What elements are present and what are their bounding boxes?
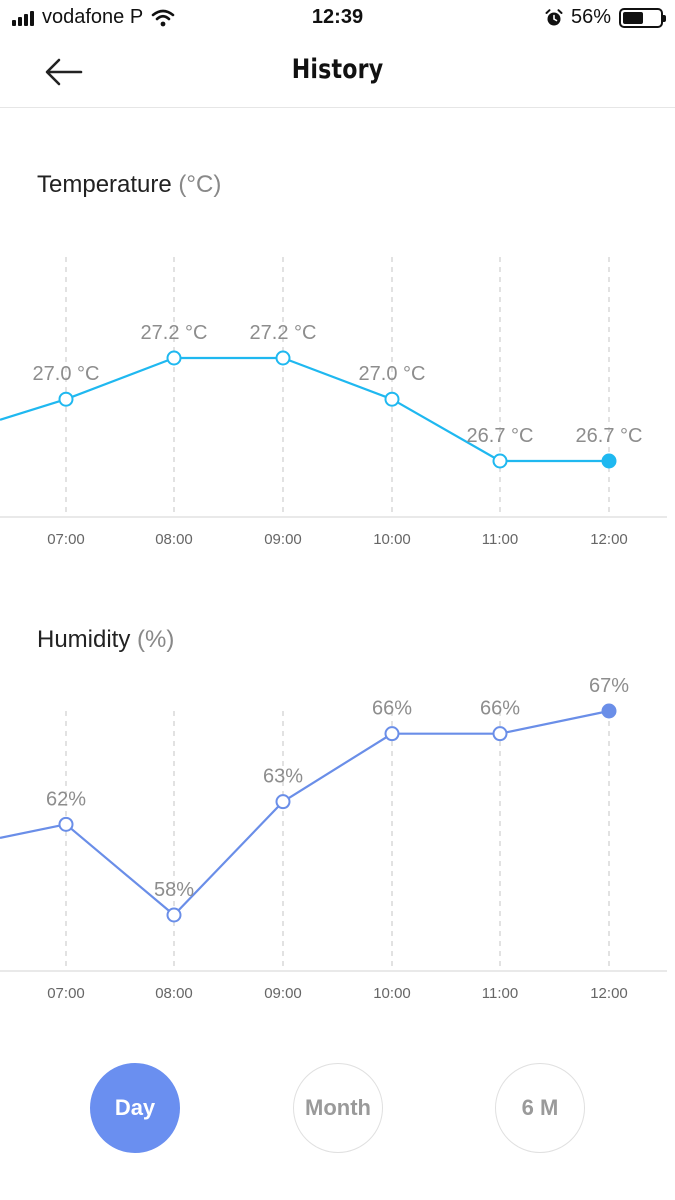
status-bar: vodafone P 12:39 56% (0, 0, 675, 40)
x-tick-label: 10:00 (373, 985, 411, 1002)
temperature-chart: 27.0 °C 07:00 27.2 °C 08:00 27.2 °C 09:00 27.0… (0, 257, 667, 548)
data-label: 26.7 °C (467, 425, 534, 447)
data-label: 26.7 °C (576, 425, 643, 447)
temperature-unit: (°C) (178, 171, 222, 198)
status-right: 56% (545, 6, 666, 29)
x-tick-label: 09:00 (264, 985, 302, 1002)
x-tick-label: 11:00 (482, 985, 518, 1002)
data-point[interactable] (58, 391, 74, 407)
data-label: 27.2 °C (250, 322, 317, 344)
humidity-chart: 62% 07:00 58% 08:00 63% 09:00 66% 10:00 66% 11:00… (0, 675, 667, 1002)
x-tick-label: 07:00 (47, 985, 85, 1002)
x-tick-label: 08:00 (155, 531, 193, 548)
x-tick-label: 07:00 (47, 531, 85, 548)
data-point[interactable] (275, 350, 291, 366)
carrier-name: vodafone P (42, 6, 144, 28)
humidity-unit: (%) (137, 626, 175, 653)
x-tick-label: 11:00 (482, 531, 518, 548)
x-tick-label: 12:00 (590, 985, 628, 1002)
x-tick-label: 12:00 (590, 531, 628, 548)
nav-bar: History (0, 40, 675, 108)
battery-percent: 56% (570, 6, 611, 28)
data-point[interactable] (601, 703, 617, 719)
data-label: 66% (480, 698, 520, 720)
data-label: 67% (589, 675, 629, 697)
data-point[interactable] (275, 794, 291, 810)
data-label: 27.0 °C (359, 363, 426, 385)
humidity-label: Humidity (37, 626, 131, 653)
wifi-icon (151, 9, 175, 26)
humidity-title: Humidity (%) (37, 626, 174, 654)
data-point[interactable] (166, 907, 182, 923)
data-label: 27.0 °C (33, 363, 100, 385)
series-line (0, 709, 610, 917)
back-button[interactable] (40, 52, 88, 92)
range-6m-button[interactable]: 6 M (495, 1063, 585, 1153)
signal-icon (12, 10, 34, 26)
alarm-icon (545, 8, 563, 25)
range-day-button[interactable]: Day (90, 1063, 180, 1153)
x-tick-label: 08:00 (155, 985, 193, 1002)
data-point[interactable] (601, 453, 617, 469)
page-title: History (291, 54, 384, 85)
data-point[interactable] (492, 453, 508, 469)
range-selector: Day Month 6 M (0, 1063, 675, 1155)
status-left: vodafone P (12, 6, 175, 29)
data-label: 27.2 °C (141, 322, 208, 344)
data-label: 66% (372, 698, 412, 720)
range-month-button[interactable]: Month (293, 1063, 383, 1153)
status-time: 12:39 (311, 6, 364, 28)
data-point[interactable] (166, 350, 182, 366)
data-label: 58% (154, 879, 194, 901)
x-tick-label: 09:00 (264, 531, 302, 548)
data-point[interactable] (58, 816, 74, 832)
x-tick-label: 10:00 (373, 531, 411, 548)
arrow-left-icon (45, 58, 83, 86)
data-point[interactable] (384, 726, 400, 742)
data-label: 62% (46, 788, 86, 810)
temperature-title: Temperature (°C) (37, 171, 221, 199)
battery-icon (619, 7, 666, 28)
data-label: 63% (263, 766, 303, 788)
data-point[interactable] (492, 726, 508, 742)
battery-fill (623, 11, 644, 24)
temperature-label: Temperature (37, 171, 172, 198)
data-point[interactable] (384, 391, 400, 407)
